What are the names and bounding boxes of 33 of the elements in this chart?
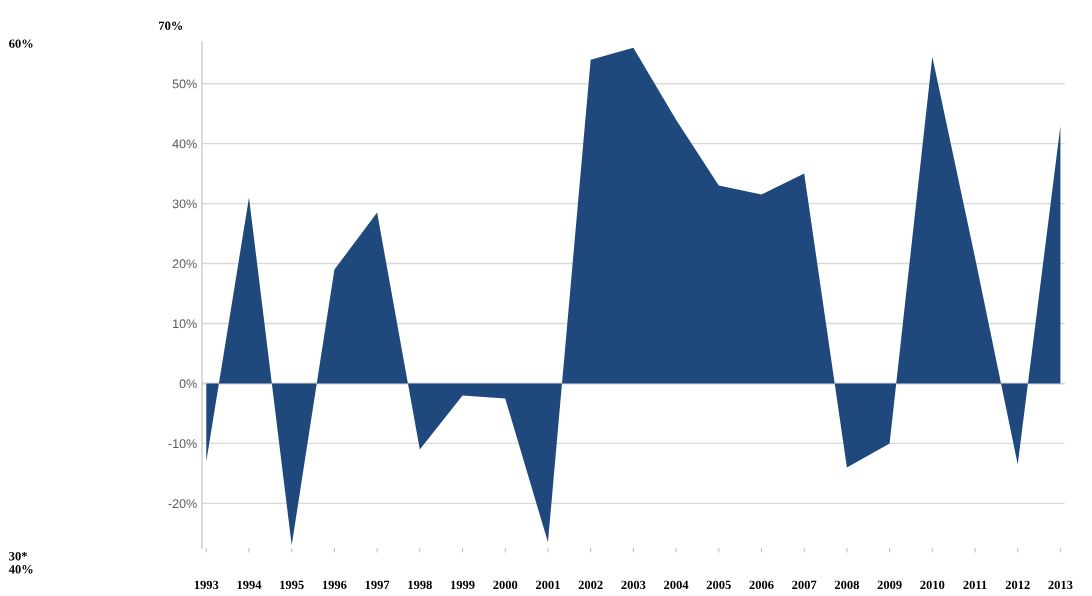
x-tick-label: 1999	[451, 580, 475, 590]
text: 30*	[9, 551, 27, 561]
x-tick-label: 1998	[408, 580, 432, 590]
x-tick-label: 2004	[664, 580, 689, 590]
y-tick-label: -20%	[168, 499, 197, 509]
x-tick-label: 2003	[621, 580, 646, 590]
x-tick-label: 2010	[920, 580, 945, 590]
y-tick-label: 50%	[172, 79, 197, 89]
x-tick-label: 1995	[280, 580, 304, 590]
x-tick-label: 2012	[1005, 580, 1030, 590]
x-tick-label: 2008	[834, 580, 859, 590]
x-tick-label: 2011	[963, 580, 987, 590]
x-tick-label: 2007	[792, 580, 817, 590]
x-tick-label: 2002	[578, 580, 603, 590]
x-tick-label: 1996	[322, 580, 347, 590]
y-tick-label: 0%	[179, 379, 197, 389]
x-tick-label: 2009	[877, 580, 902, 590]
x-tick-label: 2000	[493, 580, 518, 590]
text: 60%	[9, 39, 33, 48]
x-tick-label: 2006	[749, 580, 774, 590]
x-tick-label: 2005	[706, 580, 731, 590]
x-tick-label: 1997	[365, 580, 390, 590]
y-tick-label: -10%	[168, 439, 197, 449]
x-tick-label: 2001	[535, 580, 560, 590]
text: 40%	[8, 565, 33, 574]
x-tick-label: 1993	[194, 580, 219, 590]
text: 70%	[159, 21, 183, 30]
y-tick-label: 20%	[172, 259, 197, 269]
x-tick-label: 2013	[1048, 580, 1073, 590]
y-tick-label: 10%	[173, 319, 197, 329]
y-tick-label: 30%	[172, 199, 197, 209]
y-tick-label: 40%	[172, 139, 197, 149]
x-tick-label: 1994	[237, 580, 262, 590]
